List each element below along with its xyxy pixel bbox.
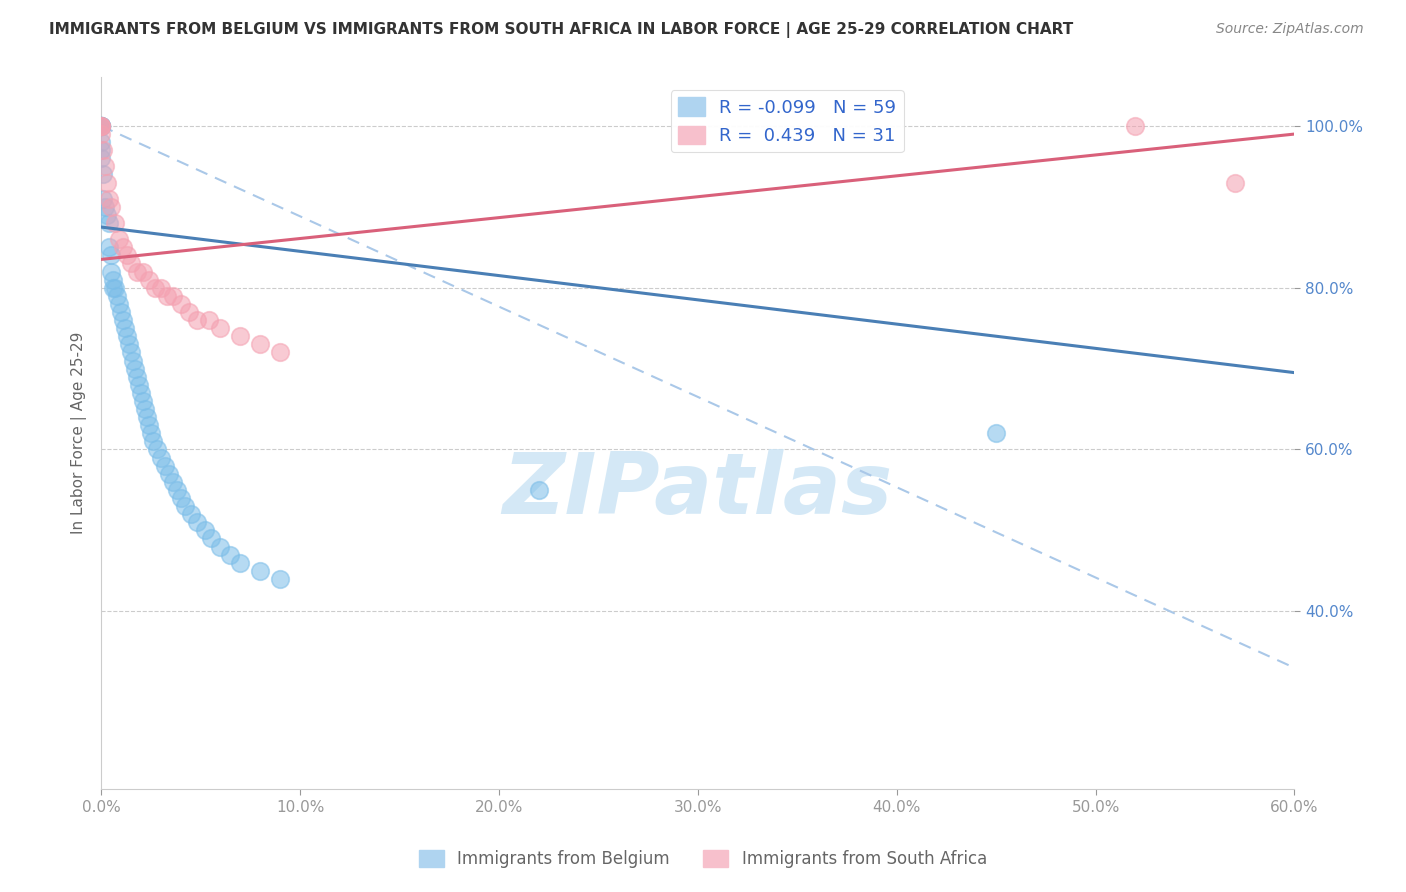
Point [91,168,114,182]
Point [209,540,232,554]
Point [1223,176,1246,190]
Text: IMMIGRANTS FROM BELGIUM VS IMMIGRANTS FROM SOUTH AFRICA IN LABOR FORCE | AGE 25-: IMMIGRANTS FROM BELGIUM VS IMMIGRANTS FR… [49,22,1073,38]
Point [125,264,148,278]
Point [100,248,122,262]
Point [177,305,200,319]
Point [193,524,215,538]
Point [269,572,291,586]
Y-axis label: In Labor Force | Age 25-29: In Labor Force | Age 25-29 [72,332,87,534]
Point [90,119,112,133]
Point [96,208,118,222]
Point [100,200,122,214]
Point [90,119,112,133]
Point [139,426,162,441]
Point [114,321,136,335]
Point [132,264,155,278]
Point [1125,119,1147,133]
Point [90,119,112,133]
Point [90,135,112,149]
Point [142,434,165,449]
Point [527,483,550,497]
Point [104,216,127,230]
Point [111,240,134,254]
Point [229,556,252,570]
Point [186,515,208,529]
Point [104,281,127,295]
Point [162,475,184,489]
Point [146,442,169,457]
Point [90,119,112,133]
Point [115,329,138,343]
Point [91,192,114,206]
Point [108,297,131,311]
Point [125,369,148,384]
Point [120,345,142,359]
Point [984,426,1007,441]
Point [101,281,124,295]
Point [98,240,121,254]
Point [90,143,112,157]
Point [122,353,145,368]
Point [197,313,219,327]
Point [149,281,172,295]
Point [170,297,193,311]
Point [90,119,112,133]
Point [173,499,195,513]
Point [143,281,166,295]
Point [98,192,121,206]
Legend: Immigrants from Belgium, Immigrants from South Africa: Immigrants from Belgium, Immigrants from… [412,843,994,875]
Point [118,337,141,351]
Point [120,256,142,270]
Point [134,402,156,417]
Point [180,507,202,521]
Point [200,532,222,546]
Point [156,289,179,303]
Point [249,564,271,578]
Point [153,458,176,473]
Point [157,467,180,481]
Text: Source: ZipAtlas.com: Source: ZipAtlas.com [1216,22,1364,37]
Text: ZIPatlas: ZIPatlas [503,449,893,532]
Point [138,272,160,286]
Point [269,345,291,359]
Point [128,377,150,392]
Point [90,119,112,133]
Point [135,410,157,425]
Point [90,119,112,133]
Point [90,127,112,141]
Point [162,289,184,303]
Point [90,119,112,133]
Point [132,393,155,408]
Point [129,385,152,400]
Point [186,313,208,327]
Point [91,143,114,157]
Point [108,232,131,246]
Point [94,160,117,174]
Point [115,248,138,262]
Legend: R = -0.099   N = 59, R =  0.439   N = 31: R = -0.099 N = 59, R = 0.439 N = 31 [671,90,904,153]
Point [90,119,112,133]
Point [138,418,160,433]
Point [249,337,271,351]
Point [101,272,124,286]
Point [209,321,232,335]
Point [124,361,146,376]
Point [166,483,188,497]
Point [105,289,128,303]
Point [149,450,172,465]
Point [100,264,122,278]
Point [219,548,242,562]
Point [111,313,134,327]
Point [98,216,121,230]
Point [90,151,112,165]
Point [96,176,118,190]
Point [94,200,117,214]
Point [170,491,193,505]
Point [110,305,132,319]
Point [90,119,112,133]
Point [229,329,252,343]
